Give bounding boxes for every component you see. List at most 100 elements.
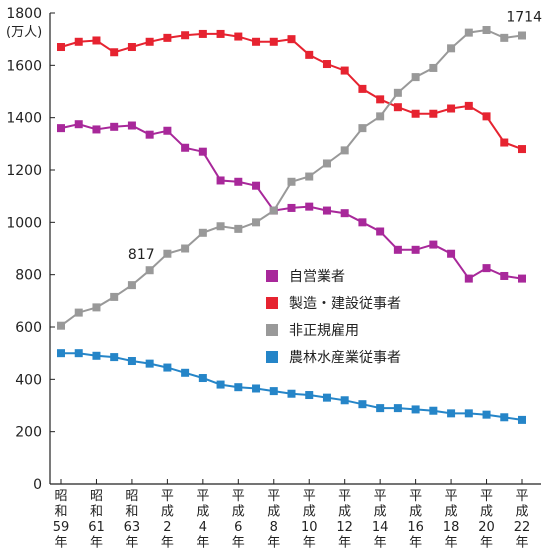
data-point [358,218,367,227]
data-point [287,389,296,398]
x-tick-label: 平成 12 年 [336,489,353,551]
x-tick-label: 平成 16 年 [407,489,424,551]
data-point [57,349,65,358]
axes [49,13,541,485]
data-point [269,387,278,396]
legend-swatch [266,351,278,363]
data-point [234,224,243,233]
y-tick-label: 800 [15,268,42,284]
legend-label: 自営業者 [289,269,345,285]
data-point [340,209,349,218]
y-tick-label: 1000 [6,215,42,231]
x-tick-label: 平成 18 年 [443,489,460,551]
data-point [57,321,65,330]
data-point [340,146,349,155]
data-point [216,29,225,38]
data-point [74,349,83,358]
data-point [429,240,438,249]
series-1 [57,29,526,154]
data-point [145,266,154,275]
data-point [92,303,101,312]
data-point [464,409,473,418]
data-point [464,274,473,283]
legend-swatch [266,324,278,336]
data-point [252,181,261,190]
data-point [145,359,154,368]
data-point [252,37,261,46]
data-point [163,363,172,372]
x-tick-label: 平成 14 年 [372,489,389,551]
data-point [376,404,385,413]
data-point [127,357,136,366]
data-point [127,281,136,290]
series-group [57,26,526,424]
data-point [358,84,367,93]
y-gridlines [50,12,55,433]
y-tick-label: 600 [15,320,42,336]
data-point [110,292,119,301]
data-point [411,109,420,118]
x-tick-label: 平成 2 年 [161,489,174,551]
x-tick-labels: 昭和 59 年 昭和 61 年 昭和 63 年 平成 2 年 平成 4 年 平成 6 年 平成 8 年 平成 10 年 平成 12… [53,489,531,551]
data-point [393,103,402,112]
x-tick-label: 平成 22 年 [514,489,531,551]
data-point [518,31,526,40]
data-point [500,413,509,422]
series-2 [57,26,526,330]
data-point [322,60,331,69]
data-point [393,88,402,97]
data-point [234,177,243,186]
data-point [482,112,491,121]
data-point [110,48,119,57]
y-tick-label: 0 [33,477,42,493]
data-point [181,31,190,40]
data-point [145,130,154,139]
y-tick-label: 1600 [6,58,42,74]
data-point [252,218,261,227]
legend-swatch [266,270,278,282]
data-point [500,138,509,147]
data-point [376,95,385,104]
x-tick-label: 平成 10 年 [301,489,318,551]
data-point [340,66,349,75]
data-point [145,37,154,46]
data-point [411,245,420,254]
data-point [252,384,261,393]
data-point [358,400,367,409]
data-point [393,404,402,413]
data-point [518,415,526,424]
x-tick-label: 昭和 59 年 [53,489,70,551]
data-point [500,33,509,42]
data-point [287,177,296,186]
data-point [198,374,207,383]
data-point [269,37,278,46]
data-point [358,124,367,133]
data-point [92,351,101,360]
data-point [110,353,119,362]
data-point [74,37,83,46]
data-point [429,109,438,118]
data-point [181,143,190,152]
data-point [163,249,172,258]
data-point [429,406,438,415]
y-tick-label: 1400 [6,111,42,127]
y-tick-label: 400 [15,372,42,388]
data-point [127,121,136,130]
data-point [429,63,438,72]
data-point [305,391,314,400]
data-point [482,26,491,35]
data-point [198,29,207,38]
data-point [181,368,190,377]
data-point [376,227,385,236]
data-label: 1714 [506,10,542,26]
data-point [287,35,296,44]
x-tick-label: 平成 6 年 [232,489,245,551]
y-tick-labels: 0 200 400 600 800 1000 1200 1400 1600 1800 [6,6,42,493]
data-point [518,274,526,283]
data-point [411,73,420,82]
data-point [216,380,225,389]
data-point [127,43,136,52]
y-tick-label: 1800 [6,6,42,22]
y-unit-label: (万人) [6,25,42,40]
data-point [74,308,83,317]
